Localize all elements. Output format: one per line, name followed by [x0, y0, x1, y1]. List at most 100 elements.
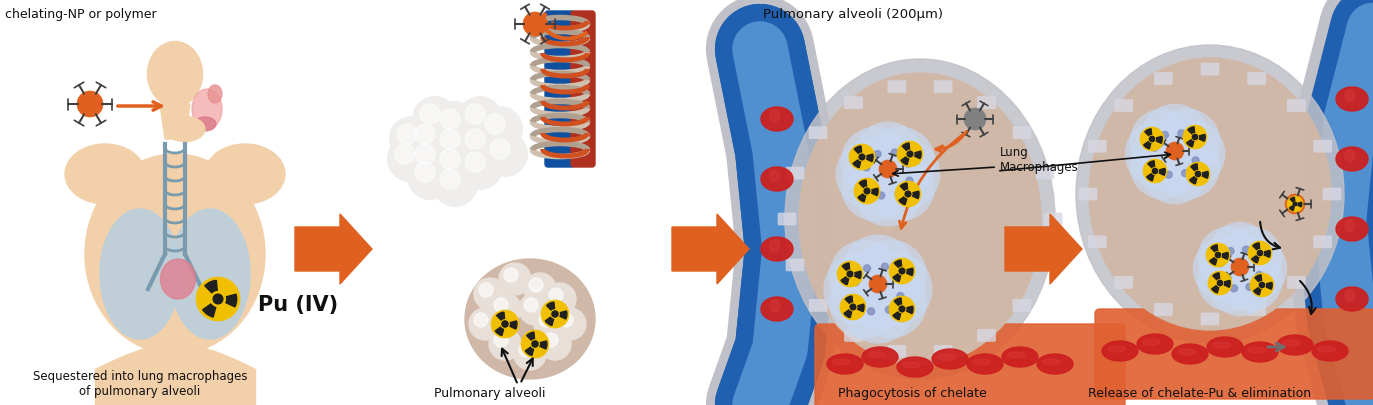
Ellipse shape — [761, 108, 794, 132]
Circle shape — [415, 145, 435, 164]
Circle shape — [1140, 128, 1164, 151]
Circle shape — [531, 341, 538, 347]
Circle shape — [520, 330, 549, 358]
Ellipse shape — [192, 90, 222, 130]
Circle shape — [850, 137, 925, 212]
Ellipse shape — [1089, 59, 1330, 330]
Circle shape — [895, 275, 902, 282]
Circle shape — [1232, 258, 1249, 276]
Circle shape — [474, 278, 507, 310]
Circle shape — [1225, 238, 1288, 301]
Wedge shape — [1212, 273, 1219, 280]
FancyBboxPatch shape — [888, 81, 906, 94]
Wedge shape — [203, 304, 216, 317]
Circle shape — [895, 181, 921, 207]
Circle shape — [504, 269, 518, 282]
Circle shape — [552, 311, 557, 317]
Ellipse shape — [800, 75, 1039, 364]
Circle shape — [881, 264, 888, 271]
Circle shape — [865, 127, 935, 197]
Circle shape — [1182, 170, 1189, 177]
FancyBboxPatch shape — [1079, 189, 1097, 200]
Wedge shape — [901, 158, 909, 165]
Circle shape — [470, 308, 501, 340]
Circle shape — [854, 266, 927, 339]
Circle shape — [1130, 133, 1197, 200]
FancyBboxPatch shape — [1288, 100, 1306, 112]
Circle shape — [1166, 172, 1173, 179]
Circle shape — [213, 294, 222, 304]
Circle shape — [838, 261, 864, 287]
Ellipse shape — [902, 362, 920, 368]
Circle shape — [905, 192, 910, 197]
Circle shape — [891, 149, 898, 157]
Text: Phagocytosis of chelate: Phagocytosis of chelate — [838, 386, 986, 399]
Ellipse shape — [205, 145, 286, 205]
Circle shape — [840, 294, 866, 320]
Circle shape — [489, 328, 520, 360]
Circle shape — [432, 143, 476, 187]
Ellipse shape — [1336, 287, 1368, 311]
Ellipse shape — [770, 171, 780, 182]
Ellipse shape — [1336, 148, 1368, 172]
Circle shape — [459, 146, 503, 190]
FancyBboxPatch shape — [380, 0, 670, 405]
Circle shape — [465, 105, 485, 125]
Circle shape — [432, 162, 476, 207]
Circle shape — [490, 140, 509, 160]
Circle shape — [492, 310, 519, 338]
FancyBboxPatch shape — [1324, 189, 1341, 200]
Circle shape — [77, 92, 103, 118]
Circle shape — [854, 240, 927, 313]
Wedge shape — [844, 310, 851, 318]
FancyBboxPatch shape — [1043, 213, 1061, 226]
FancyBboxPatch shape — [1248, 73, 1266, 85]
Circle shape — [829, 266, 902, 339]
Wedge shape — [855, 271, 861, 279]
Circle shape — [1124, 121, 1192, 188]
Wedge shape — [866, 155, 873, 162]
Ellipse shape — [938, 354, 956, 360]
Ellipse shape — [1142, 339, 1160, 345]
Wedge shape — [899, 198, 906, 205]
Wedge shape — [906, 307, 913, 314]
Circle shape — [1142, 160, 1167, 183]
Wedge shape — [901, 183, 908, 191]
Ellipse shape — [165, 117, 205, 142]
FancyBboxPatch shape — [888, 345, 906, 357]
Circle shape — [859, 155, 865, 160]
Circle shape — [432, 103, 476, 147]
Circle shape — [964, 109, 986, 131]
Ellipse shape — [1318, 346, 1336, 352]
Circle shape — [1287, 196, 1303, 213]
Ellipse shape — [170, 209, 250, 339]
Wedge shape — [914, 152, 921, 159]
Circle shape — [879, 161, 897, 179]
Circle shape — [415, 125, 435, 145]
Wedge shape — [1266, 283, 1273, 290]
Ellipse shape — [972, 359, 990, 365]
Wedge shape — [902, 144, 909, 151]
Circle shape — [1141, 138, 1208, 205]
Circle shape — [519, 343, 533, 357]
Circle shape — [503, 321, 508, 327]
FancyBboxPatch shape — [778, 213, 796, 226]
Ellipse shape — [1076, 46, 1344, 343]
Ellipse shape — [1178, 349, 1196, 355]
Circle shape — [196, 277, 240, 321]
FancyBboxPatch shape — [1013, 300, 1031, 311]
Circle shape — [553, 308, 586, 340]
Circle shape — [829, 240, 902, 313]
Ellipse shape — [1108, 346, 1126, 352]
Circle shape — [1207, 236, 1274, 303]
Circle shape — [1152, 169, 1157, 174]
Text: Pulmonary alveoli (200μm): Pulmonary alveoli (200μm) — [763, 8, 943, 21]
FancyBboxPatch shape — [934, 345, 951, 357]
Circle shape — [897, 293, 903, 300]
Wedge shape — [846, 296, 853, 304]
Ellipse shape — [85, 155, 265, 354]
Circle shape — [864, 265, 870, 272]
Circle shape — [1293, 203, 1296, 206]
Circle shape — [439, 110, 460, 130]
Circle shape — [524, 298, 538, 312]
